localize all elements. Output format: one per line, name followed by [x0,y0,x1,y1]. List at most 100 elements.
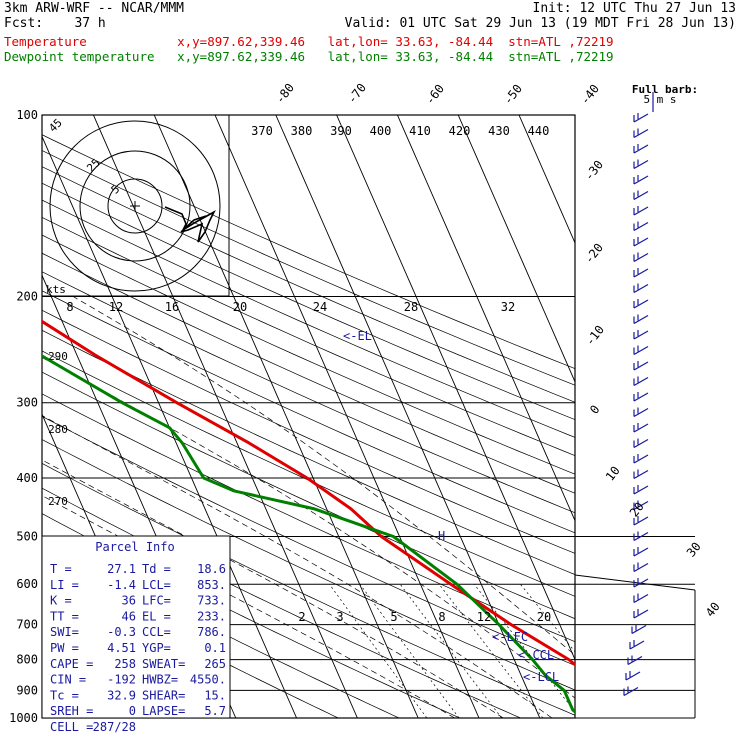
dry-adiabat [42,150,575,386]
wind-barb-icon [633,516,649,526]
parcel-field-label: LI = [50,578,79,592]
wind-barb-icon [633,144,649,154]
isotherm-label: 30 [684,540,704,560]
isotherm-label: -30 [582,158,606,184]
dry-adiabat [42,166,575,403]
theta-side-label: 270 [48,495,68,508]
parcel-field-value: 36 [122,594,136,608]
wind-barb-icon [633,206,649,216]
pressure-tick-label: 900 [16,683,38,697]
isotherm-label: -80 [273,81,297,107]
wind-barb-icon [625,671,641,681]
parcel-field-label: SWEAT= [142,657,185,671]
h-marker: H [438,529,445,543]
pressure-tick-label: 400 [16,471,38,485]
moist-adiabat [42,495,455,718]
isotherm-label: -50 [501,82,525,108]
isotherm-line [336,115,575,661]
wind-barb-icon [633,128,649,139]
wind-barb-icon [633,593,649,604]
pressure-tick-label: 300 [16,396,38,410]
lcl-marker: <-LCL [523,670,559,684]
parcel-field-label: Tc = [50,688,79,702]
dry-adiabat [42,415,575,666]
mixing-ratio-label: 2 [298,610,305,624]
isotherm-label: -20 [582,241,606,267]
wind-barb-icon [629,640,645,650]
parcel-field-label: SHEAR= [142,688,185,702]
parcel-field-value: 18.6 [197,562,226,576]
dry-adiabat [42,252,575,494]
el-marker: <-EL [343,329,372,343]
mixing-ratio-label: 20 [537,610,551,624]
forecast-hour: Fcst: 37 h [4,16,106,31]
parcel-field-label: YGP= [142,641,171,655]
dry-adiabat [42,309,575,554]
dry-adiabat [42,462,575,716]
wind-barb-icon [633,221,649,232]
hodograph-speed-label: 24 [313,300,327,314]
theta-label: 420 [449,124,471,138]
parcel-field-label: EL = [142,609,171,623]
parcel-field-value: 5.7 [204,704,226,718]
parcel-field-label: HWBZ= [142,673,178,687]
moist-adiabat [72,296,575,656]
model-title: 3km ARW-WRF -- NCAR/MMM [4,1,185,16]
dry-adiabat [42,290,575,534]
dry-adiabat [42,216,575,456]
isotherm-label: -70 [345,81,369,107]
parcel-field-value: 0.1 [204,641,226,655]
isotherm-label: 0 [587,402,602,416]
parcel-field-value: 0 [129,704,136,718]
plot-frame [41,114,576,719]
theta-label: 390 [330,124,352,138]
pressure-tick-label: 800 [16,653,38,667]
dry-adiabat [42,393,575,643]
parcel-field-value: -1.4 [107,578,136,592]
wind-barb-icon [633,345,649,356]
init-time: Init: 12 UTC Thu 27 Jun 13 [532,1,737,16]
hodograph-speed-label: 12 [109,300,123,314]
hodograph-ring-label: 45 [46,116,65,135]
theta-side-label: 290 [48,350,68,363]
dry-adiabat [42,134,575,369]
wind-barb-icon [633,283,649,294]
wind-barb-icon [627,655,643,666]
parcel-field-value: 287/28 [93,720,136,734]
barb-legend-title: Full barb: [632,83,698,96]
parcel-field-label: SREH = [50,704,93,718]
barb-frame-line [574,574,696,591]
wind-barb-icon [623,686,639,697]
dry-adiabat [42,199,575,438]
ccl-marker: <-CCL [518,648,554,662]
dry-adiabat [42,329,575,575]
parcel-field-value: 27.1 [107,562,136,576]
hodograph-ring [79,150,191,262]
isotherm-label: -10 [583,323,607,349]
wind-barb-icon [633,376,649,387]
wind-barb-icon [633,500,649,511]
grid-lines [42,115,575,718]
theta-label: 440 [528,124,550,138]
parcel-field-label: T = [50,562,72,576]
wind-barb-icon [633,268,649,278]
parcel-info-panel [41,535,231,719]
parcel-field-label: CCL= [142,625,171,639]
theta-label: 380 [291,124,313,138]
isotherm-label: -40 [578,82,602,108]
mixing-ratio-label: 12 [477,610,491,624]
wind-barb-icon [633,423,649,433]
dry-adiabat [42,182,575,421]
wind-barb-column [623,92,654,697]
hodograph-ring [107,178,163,234]
wind-barb-icon [633,314,649,325]
hodograph-units: kts [46,283,66,296]
wind-barb-icon [633,299,649,309]
pressure-tick-label: 200 [16,290,38,304]
isotherm-line [518,115,575,245]
parcel-field-label: LFC= [142,594,171,608]
barb-legend-units: 5 m s [643,93,676,106]
parcel-field-value: 32.9 [107,688,136,702]
